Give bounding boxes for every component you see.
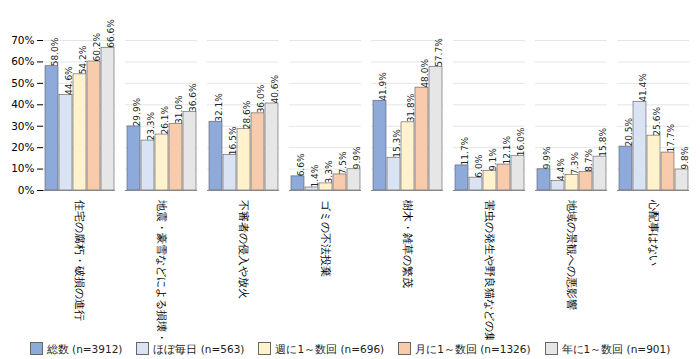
svg-text:8.7%: 8.7% [584,149,594,172]
svg-text:41.9%: 41.9% [378,72,388,101]
svg-text:地域の景観への悪影響: 地域の景観への悪影響 [566,199,578,310]
svg-text:住宅の腐朽・破損の進行: 住宅の腐朽・破損の進行 [74,200,86,321]
svg-text:7.5%: 7.5% [338,151,348,174]
svg-text:70%: 70% [11,34,34,46]
svg-text:地震・豪雪などによる損壊・倒壊: 地震・豪雪などによる損壊・倒壊 [156,199,168,341]
html-text:年に1～数回 (n=901): 年に1～数回 (n=901) [561,342,671,355]
svg-text:50%: 50% [11,77,34,89]
svg-text:9.9%: 9.9% [352,146,362,169]
svg-text:31.8%: 31.8% [406,93,416,122]
html-text:週に1～数回 (n=696): 週に1～数回 (n=696) [275,342,385,355]
svg-text:15.3%: 15.3% [392,129,402,158]
svg-text:ゴミの不法投棄: ゴミの不法投棄 [320,200,332,277]
svg-text:20.5%: 20.5% [624,118,634,147]
svg-text:15.8%: 15.8% [598,128,608,157]
svg-text:9.1%: 9.1% [488,148,498,171]
svg-text:0%: 0% [18,184,35,196]
svg-text:44.6%: 44.6% [64,66,74,95]
svg-text:7.3%: 7.3% [570,152,580,175]
svg-text:66.6%: 66.6% [106,19,116,48]
svg-text:36.6%: 36.6% [188,83,198,112]
svg-text:樹木・雑草の繁茂: 樹木・雑草の繁茂 [402,200,414,288]
svg-text:25.6%: 25.6% [652,107,662,136]
svg-text:60.2%: 60.2% [92,32,102,61]
svg-text:10%: 10% [11,162,34,174]
svg-text:16.5%: 16.5% [228,126,238,155]
svg-text:12.1%: 12.1% [502,136,512,165]
svg-text:40.6%: 40.6% [270,74,280,103]
svg-text:心配事はない: 心配事はない [648,199,660,266]
svg-text:6.0%: 6.0% [474,154,484,177]
svg-text:6.6%: 6.6% [296,153,306,176]
svg-text:9.9%: 9.9% [542,146,552,169]
svg-text:48.0%: 48.0% [420,59,430,88]
svg-text:32.1%: 32.1% [214,93,224,122]
svg-text:60%: 60% [11,55,34,67]
svg-text:16.0%: 16.0% [516,127,526,156]
svg-text:17.7%: 17.7% [666,124,676,153]
html-text:ほぼ毎日 (n=563): ほぼ毎日 (n=563) [153,342,245,355]
svg-text:26.1%: 26.1% [160,106,170,135]
svg-text:不審者の侵入や放火: 不審者の侵入や放火 [238,200,250,299]
svg-text:1.4%: 1.4% [310,164,320,187]
svg-text:害虫の発生や野良猫などの集中: 害虫の発生や野良猫などの集中 [484,200,496,341]
svg-text:9.8%: 9.8% [680,146,690,169]
html-text:月に1～数回 (n=1326): 月に1～数回 (n=1326) [415,342,531,355]
html-text:総数 (n=3912): 総数 (n=3912) [46,342,123,355]
svg-text:23.3%: 23.3% [146,112,156,141]
svg-text:20%: 20% [11,141,34,153]
svg-text:31.0%: 31.0% [174,95,184,124]
svg-text:36.0%: 36.0% [256,84,266,113]
svg-text:4.4%: 4.4% [556,158,566,181]
svg-text:54.2%: 54.2% [78,45,88,74]
svg-text:11.7%: 11.7% [460,136,470,165]
svg-text:58.0%: 58.0% [50,37,60,66]
svg-text:3.3%: 3.3% [324,160,334,183]
svg-text:28.6%: 28.6% [242,100,252,129]
svg-text:40%: 40% [11,98,34,110]
svg-text:29.9%: 29.9% [132,97,142,126]
svg-text:41.4%: 41.4% [638,73,648,102]
svg-text:57.7%: 57.7% [434,38,444,67]
svg-text:30%: 30% [11,120,34,132]
